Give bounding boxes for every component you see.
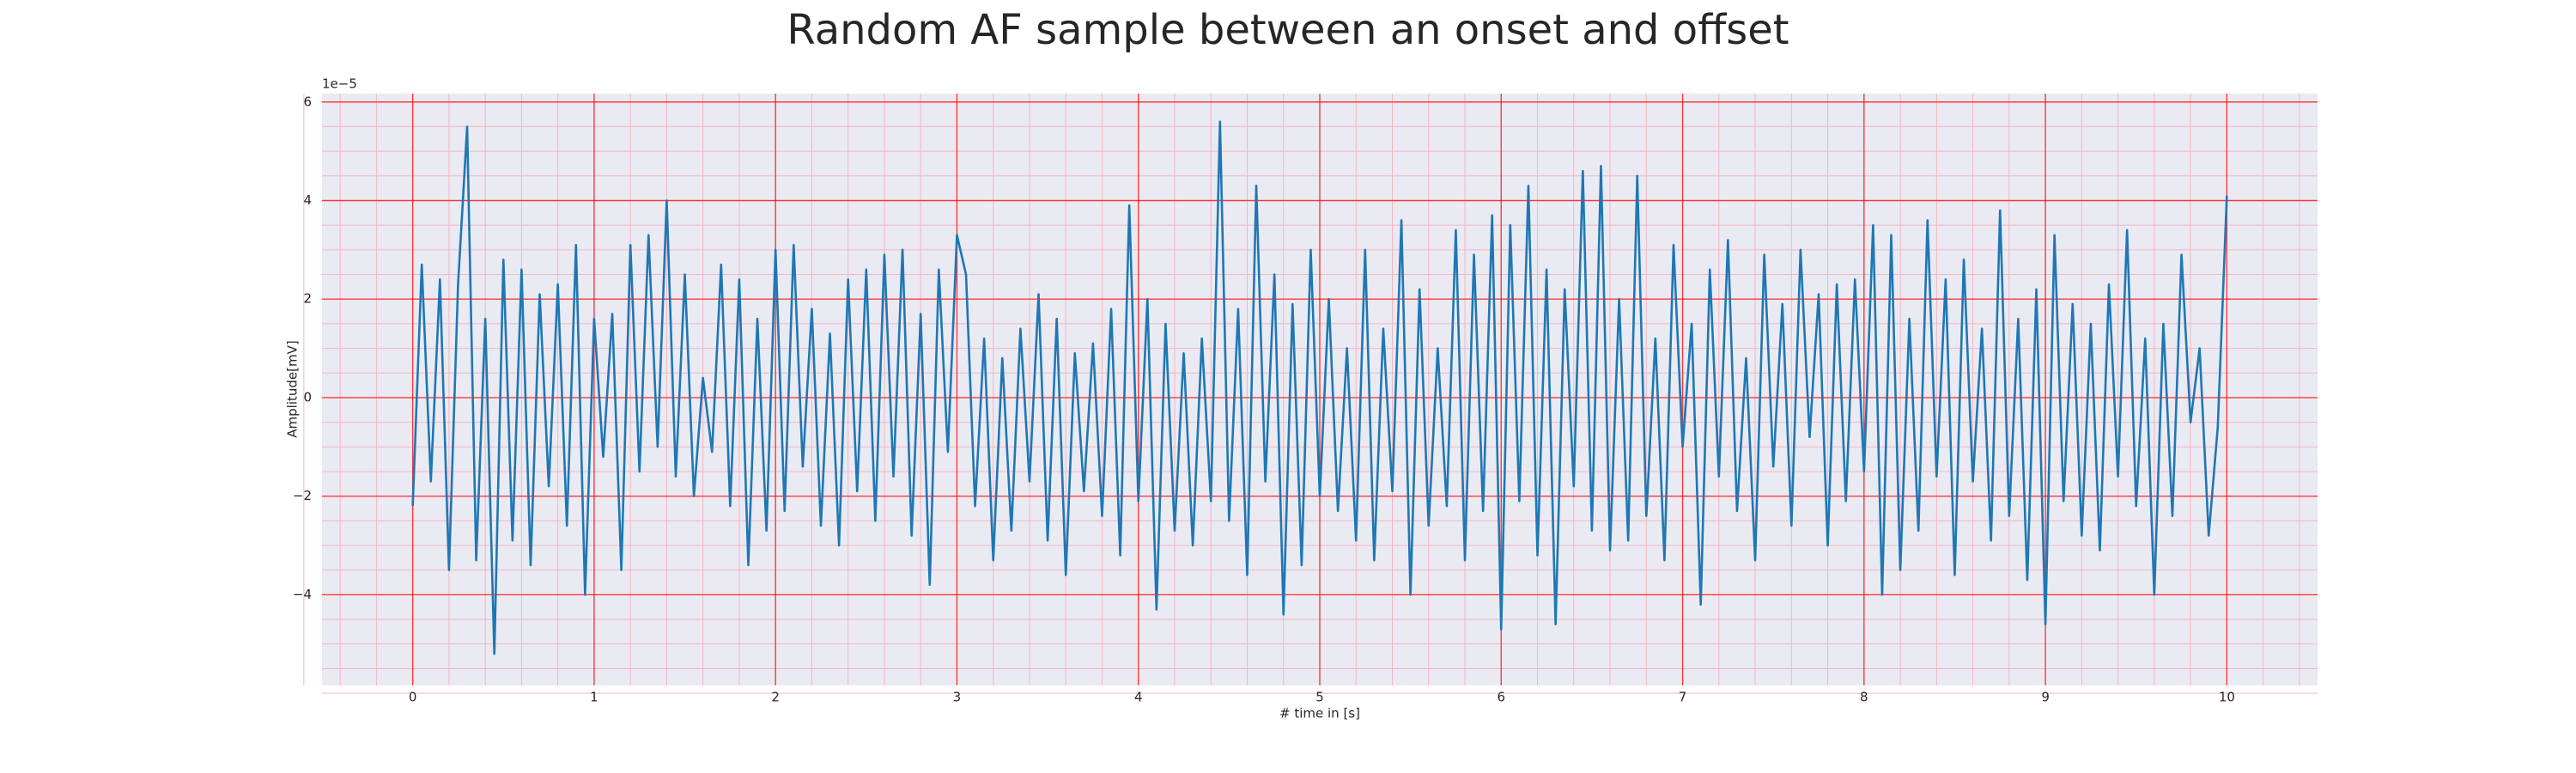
x-tick-label: 10 bbox=[2219, 690, 2235, 705]
y-tick-label: 6 bbox=[303, 94, 312, 109]
x-tick-label: 7 bbox=[1679, 690, 1687, 705]
x-tick-label: 3 bbox=[953, 690, 962, 705]
x-tick-label: 6 bbox=[1497, 690, 1505, 705]
x-tick-label: 1 bbox=[590, 690, 598, 705]
x-tick-label: 4 bbox=[1134, 690, 1143, 705]
y-tick-label: −2 bbox=[293, 488, 312, 503]
y-tick-label: 4 bbox=[303, 192, 312, 208]
y-axis-label: Amplitude[mV] bbox=[285, 340, 301, 437]
y-tick-label: −4 bbox=[293, 587, 312, 602]
x-tick-label: 2 bbox=[771, 690, 780, 705]
y-tick-label: 0 bbox=[303, 389, 312, 405]
x-tick-label: 8 bbox=[1860, 690, 1868, 705]
y-tick-label: 2 bbox=[303, 291, 312, 307]
x-tick-label: 9 bbox=[2041, 690, 2050, 705]
x-tick-label: 5 bbox=[1315, 690, 1324, 705]
x-tick-label: 0 bbox=[409, 690, 417, 705]
signal-line bbox=[411, 120, 2228, 655]
y-offset-text: 1e−5 bbox=[322, 76, 357, 92]
chart-title: Random AF sample between an onset and of… bbox=[787, 6, 1789, 54]
x-axis-label: # time in [s] bbox=[1279, 706, 1360, 721]
